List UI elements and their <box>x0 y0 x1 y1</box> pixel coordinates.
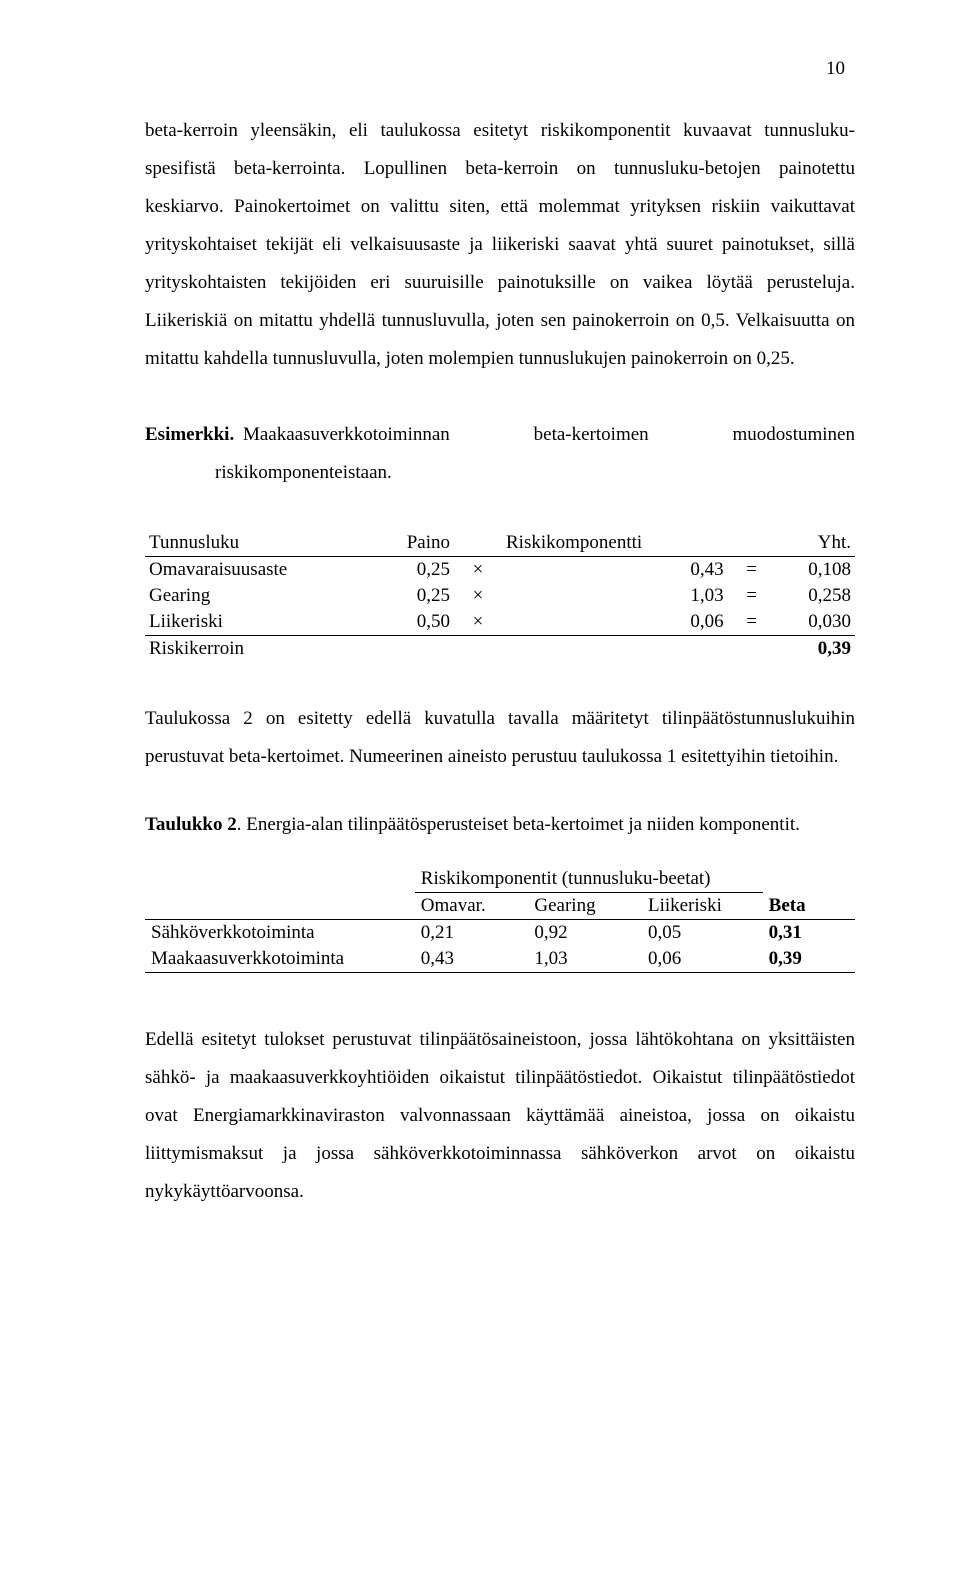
cell-eq: = <box>728 583 776 609</box>
taulukko2-table: Riskikomponentit (tunnusluku-beetat) Oma… <box>145 866 855 973</box>
th-yht: Yht. <box>776 530 855 557</box>
paragraph-1: beta-kerroin yleensäkin, eli taulukossa … <box>145 112 855 378</box>
cell-paino: 0,50 <box>374 609 454 636</box>
cell-op: × <box>454 583 502 609</box>
cell-label: Liikeriski <box>145 609 374 636</box>
th-riskikomponentti: Riskikomponentti <box>502 530 728 557</box>
th2-beta: Beta <box>763 893 855 920</box>
example-text-1b: beta-kertoimen <box>534 416 649 454</box>
cell2-label: Maakaasuverkkotoiminta <box>145 946 415 973</box>
example-paragraph: Esimerkki. Maakaasuverkkotoiminnan beta-… <box>145 416 855 492</box>
cell-paino: 0,25 <box>374 557 454 584</box>
cell2-v3: 0,06 <box>642 946 763 973</box>
cell2-v1: 0,21 <box>415 920 529 947</box>
th-tunnusluku: Tunnusluku <box>145 530 374 557</box>
cell-label: Gearing <box>145 583 374 609</box>
paragraph-2: Taulukossa 2 on esitetty edellä kuvatull… <box>145 700 855 776</box>
cell2-label: Sähköverkkotoiminta <box>145 920 415 947</box>
cell2-v3: 0,05 <box>642 920 763 947</box>
cell2-v1: 0,43 <box>415 946 529 973</box>
page: 10 beta-kerroin yleensäkin, eli taulukos… <box>0 0 960 1578</box>
table-row: Maakaasuverkkotoiminta 0,43 1,03 0,06 0,… <box>145 946 855 973</box>
cell-op: × <box>454 609 502 636</box>
cell-risk: 0,43 <box>502 557 728 584</box>
table-row: Sähköverkkotoiminta 0,21 0,92 0,05 0,31 <box>145 920 855 947</box>
example-text-1a: Maakaasuverkkotoiminnan <box>243 424 450 445</box>
cell2-beta: 0,39 <box>763 946 855 973</box>
th2-omavar: Omavar. <box>415 893 529 920</box>
th-paino: Paino <box>374 530 454 557</box>
page-number: 10 <box>826 58 845 80</box>
cell-yht: 0,030 <box>776 609 855 636</box>
table2-group-header: Riskikomponentit (tunnusluku-beetat) <box>145 866 855 893</box>
example-text-1c: muodostuminen <box>733 416 855 454</box>
taulukko2-title-bold: Taulukko 2 <box>145 814 237 835</box>
table-row: Gearing 0,25 × 1,03 = 0,258 <box>145 583 855 609</box>
cell-yht: 0,258 <box>776 583 855 609</box>
table2-col-headers: Omavar. Gearing Liikeriski Beta <box>145 893 855 920</box>
cell-op: × <box>454 557 502 584</box>
table2-group-header-text: Riskikomponentit (tunnusluku-beetat) <box>415 866 763 893</box>
example-lead: Esimerkki. <box>145 424 234 445</box>
paragraph-3: Edellä esitetyt tulokset perustuvat tili… <box>145 1021 855 1211</box>
th-blank1 <box>454 530 502 557</box>
cell2-beta: 0,31 <box>763 920 855 947</box>
table-row: Omavaraisuusaste 0,25 × 0,43 = 0,108 <box>145 557 855 584</box>
cell-paino: 0,25 <box>374 583 454 609</box>
cell-eq: = <box>728 609 776 636</box>
th2-blank <box>145 893 415 920</box>
table-header-row: Tunnusluku Paino Riskikomponentti Yht. <box>145 530 855 557</box>
cell-label: Omavaraisuusaste <box>145 557 374 584</box>
table-sum-row: Riskikerroin 0,39 <box>145 636 855 663</box>
example-table: Tunnusluku Paino Riskikomponentti Yht. O… <box>145 530 855 662</box>
cell2-v2: 1,03 <box>528 946 642 973</box>
th2-liikeriski: Liikeriski <box>642 893 763 920</box>
cell-eq: = <box>728 557 776 584</box>
th-blank2 <box>728 530 776 557</box>
cell-yht: 0,108 <box>776 557 855 584</box>
taulukko2-title-rest: . Energia-alan tilinpäätösperusteiset be… <box>237 814 800 835</box>
table-row: Liikeriski 0,50 × 0,06 = 0,030 <box>145 609 855 636</box>
cell-risk: 0,06 <box>502 609 728 636</box>
cell-sum-value: 0,39 <box>776 636 855 663</box>
taulukko2-title: Taulukko 2. Energia-alan tilinpäätösperu… <box>145 814 855 836</box>
cell-risk: 1,03 <box>502 583 728 609</box>
cell-sum-label: Riskikerroin <box>145 636 374 663</box>
example-text-2: riskikomponenteistaan. <box>145 454 855 492</box>
cell2-v2: 0,92 <box>528 920 642 947</box>
th2-gearing: Gearing <box>528 893 642 920</box>
